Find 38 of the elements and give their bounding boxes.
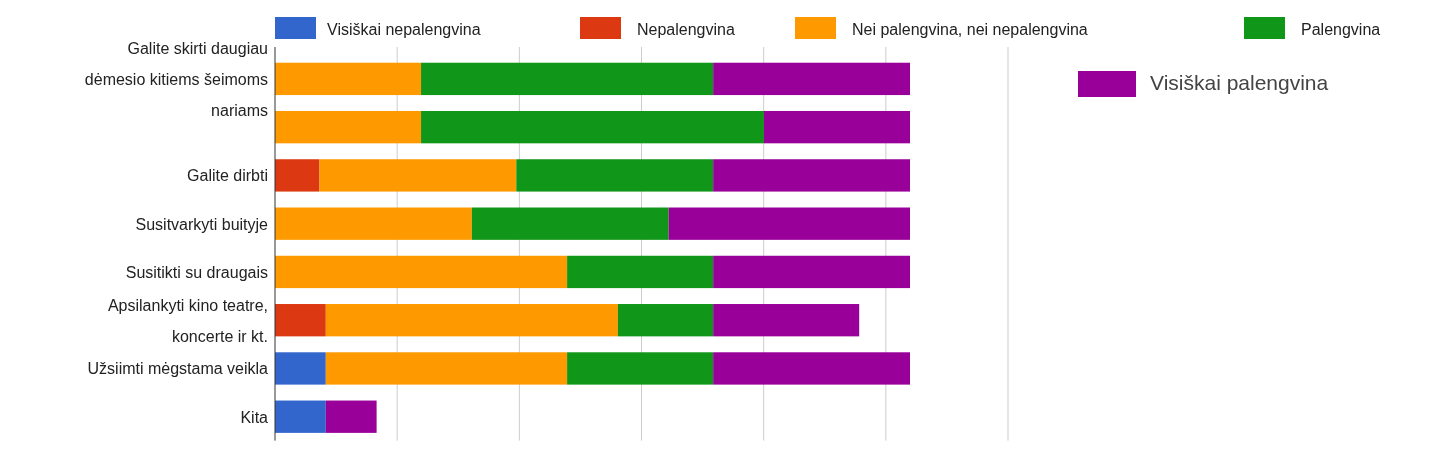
bar <box>275 400 326 433</box>
bar <box>713 255 910 289</box>
legend-label: Nei palengvina, nei nepalengvina <box>852 21 1088 38</box>
bar <box>713 352 910 385</box>
bar <box>325 304 618 337</box>
y-tick-label: Galite dirbti <box>187 167 268 185</box>
bar <box>471 207 669 240</box>
bar <box>325 352 568 385</box>
y-tick-label: Susitvarkyti buityje <box>135 215 269 233</box>
bar <box>325 400 377 433</box>
y-tick-label: Galite skirti daugiau dėmesio kitiems šeimoms nariams <box>84 39 268 119</box>
y-tick-label: Kita <box>240 408 269 426</box>
y-tick-label: Susitikti su draugais <box>125 263 268 281</box>
bar <box>421 110 764 144</box>
bar <box>275 159 320 192</box>
bar <box>275 62 422 96</box>
legend-label: Nepalengvina <box>637 21 735 38</box>
bar <box>421 62 714 96</box>
bar <box>713 304 860 337</box>
bar <box>275 352 326 385</box>
bar <box>713 62 910 96</box>
bar <box>275 255 568 289</box>
bar <box>516 159 714 192</box>
bar <box>668 207 910 240</box>
bar <box>617 304 714 337</box>
bar <box>567 255 714 289</box>
bar <box>275 207 472 240</box>
legend-label: Visiškai palengvina <box>1150 71 1329 94</box>
legend-label: Visiškai nepalengvina <box>327 21 481 38</box>
y-tick-label: Užsiimti mėgstama veikla <box>87 360 269 378</box>
bar <box>275 110 422 144</box>
bar <box>567 352 714 385</box>
bar <box>713 159 910 192</box>
bar <box>319 159 517 192</box>
bar <box>275 304 326 337</box>
y-tick-label: Apsilankyti kino teatre, koncerte ir kt. <box>107 296 268 345</box>
legend-label: Palengvina <box>1301 21 1381 38</box>
bar <box>763 110 910 144</box>
